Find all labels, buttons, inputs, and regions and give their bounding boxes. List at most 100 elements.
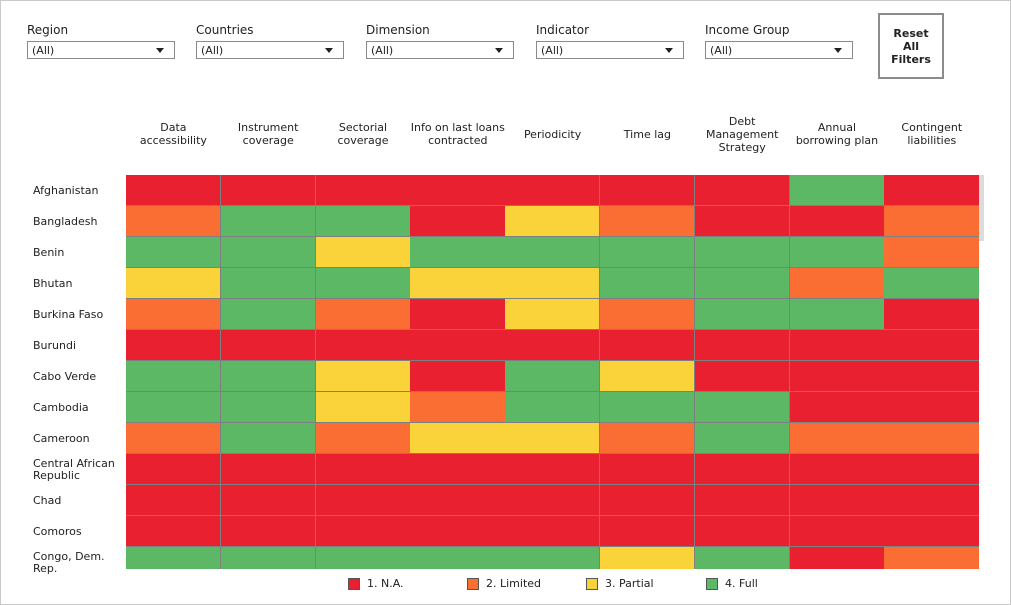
heatmap-cell[interactable] — [600, 485, 696, 516]
heatmap-cell[interactable] — [220, 237, 317, 268]
heatmap-cell[interactable] — [126, 299, 222, 330]
heatmap-cell[interactable] — [600, 392, 696, 423]
heatmap-cell[interactable] — [126, 392, 222, 423]
heatmap-cell[interactable] — [410, 516, 506, 547]
heatmap-cell[interactable] — [694, 299, 791, 330]
heatmap-cell[interactable] — [315, 206, 411, 237]
heatmap-cell[interactable] — [789, 392, 885, 423]
heatmap-cell[interactable] — [884, 547, 979, 569]
heatmap-cell[interactable] — [505, 330, 601, 361]
heatmap-cell[interactable] — [126, 330, 222, 361]
heatmap-cell[interactable] — [315, 423, 411, 454]
heatmap-cell[interactable] — [789, 454, 885, 485]
heatmap-cell[interactable] — [789, 299, 885, 330]
heatmap-cell[interactable] — [410, 175, 506, 206]
heatmap-cell[interactable] — [315, 299, 411, 330]
heatmap-cell[interactable] — [694, 237, 791, 268]
filter-dropdown[interactable]: (All) — [366, 41, 514, 59]
heatmap-cell[interactable] — [410, 485, 506, 516]
heatmap-cell[interactable] — [220, 454, 317, 485]
heatmap-cell[interactable] — [884, 423, 979, 454]
heatmap-cell[interactable] — [694, 547, 791, 569]
heatmap-cell[interactable] — [505, 361, 601, 392]
heatmap-cell[interactable] — [505, 485, 601, 516]
heatmap-cell[interactable] — [315, 237, 411, 268]
heatmap-cell[interactable] — [410, 237, 506, 268]
heatmap-cell[interactable] — [789, 516, 885, 547]
heatmap-cell[interactable] — [884, 330, 979, 361]
heatmap-cell[interactable] — [315, 330, 411, 361]
heatmap-cell[interactable] — [694, 206, 791, 237]
heatmap-cell[interactable] — [126, 547, 222, 569]
heatmap-cell[interactable] — [789, 175, 885, 206]
heatmap-cell[interactable] — [694, 423, 791, 454]
heatmap-cell[interactable] — [884, 392, 979, 423]
heatmap-cell[interactable] — [315, 485, 411, 516]
heatmap-cell[interactable] — [789, 330, 885, 361]
heatmap-cell[interactable] — [315, 175, 411, 206]
heatmap-cell[interactable] — [789, 423, 885, 454]
heatmap-cell[interactable] — [315, 392, 411, 423]
heatmap-cell[interactable] — [694, 392, 791, 423]
heatmap-cell[interactable] — [410, 454, 506, 485]
heatmap-cell[interactable] — [600, 268, 696, 299]
heatmap-cell[interactable] — [600, 299, 696, 330]
filter-dropdown[interactable]: (All) — [536, 41, 684, 59]
heatmap-cell[interactable] — [126, 361, 222, 392]
heatmap-cell[interactable] — [884, 485, 979, 516]
heatmap-cell[interactable] — [315, 454, 411, 485]
heatmap-cell[interactable] — [126, 485, 222, 516]
heatmap-cell[interactable] — [789, 485, 885, 516]
heatmap-cell[interactable] — [126, 237, 222, 268]
heatmap-cell[interactable] — [410, 423, 506, 454]
heatmap-cell[interactable] — [410, 392, 506, 423]
heatmap-cell[interactable] — [694, 516, 791, 547]
heatmap-cell[interactable] — [600, 206, 696, 237]
heatmap-cell[interactable] — [694, 175, 791, 206]
heatmap-cell[interactable] — [505, 206, 601, 237]
heatmap-cell[interactable] — [600, 330, 696, 361]
heatmap-cell[interactable] — [410, 547, 506, 569]
heatmap-cell[interactable] — [505, 268, 601, 299]
heatmap-cell[interactable] — [220, 330, 317, 361]
heatmap-cell[interactable] — [505, 392, 601, 423]
heatmap-cell[interactable] — [220, 206, 317, 237]
filter-dropdown[interactable]: (All) — [196, 41, 344, 59]
heatmap-cell[interactable] — [884, 175, 979, 206]
heatmap-cell[interactable] — [315, 361, 411, 392]
heatmap-cell[interactable] — [126, 454, 222, 485]
heatmap-cell[interactable] — [884, 206, 979, 237]
heatmap-cell[interactable] — [694, 330, 791, 361]
legend-item[interactable]: 3. Partial — [586, 577, 654, 590]
heatmap-cell[interactable] — [884, 361, 979, 392]
heatmap-cell[interactable] — [315, 547, 411, 569]
heatmap-cell[interactable] — [884, 237, 979, 268]
heatmap-cell[interactable] — [315, 268, 411, 299]
reset-all-filters-button[interactable]: Reset All Filters — [878, 13, 944, 79]
vertical-scrollbar[interactable] — [979, 175, 984, 241]
heatmap-cell[interactable] — [600, 361, 696, 392]
heatmap-cell[interactable] — [220, 423, 317, 454]
heatmap-cell[interactable] — [505, 516, 601, 547]
heatmap-cell[interactable] — [505, 423, 601, 454]
heatmap-cell[interactable] — [126, 206, 222, 237]
heatmap-cell[interactable] — [600, 547, 696, 569]
heatmap-cell[interactable] — [789, 547, 885, 569]
heatmap-cell[interactable] — [884, 454, 979, 485]
heatmap-cell[interactable] — [126, 516, 222, 547]
heatmap-cell[interactable] — [220, 268, 317, 299]
heatmap-cell[interactable] — [694, 361, 791, 392]
heatmap-cell[interactable] — [789, 206, 885, 237]
heatmap-cell[interactable] — [220, 175, 317, 206]
heatmap-cell[interactable] — [505, 299, 601, 330]
heatmap-cell[interactable] — [126, 268, 222, 299]
heatmap-cell[interactable] — [220, 516, 317, 547]
heatmap-cell[interactable] — [600, 237, 696, 268]
legend-item[interactable]: 2. Limited — [467, 577, 541, 590]
filter-dropdown[interactable]: (All) — [27, 41, 175, 59]
heatmap-cell[interactable] — [410, 268, 506, 299]
heatmap-cell[interactable] — [884, 299, 979, 330]
heatmap-cell[interactable] — [505, 237, 601, 268]
heatmap-cell[interactable] — [789, 361, 885, 392]
heatmap-cell[interactable] — [220, 361, 317, 392]
